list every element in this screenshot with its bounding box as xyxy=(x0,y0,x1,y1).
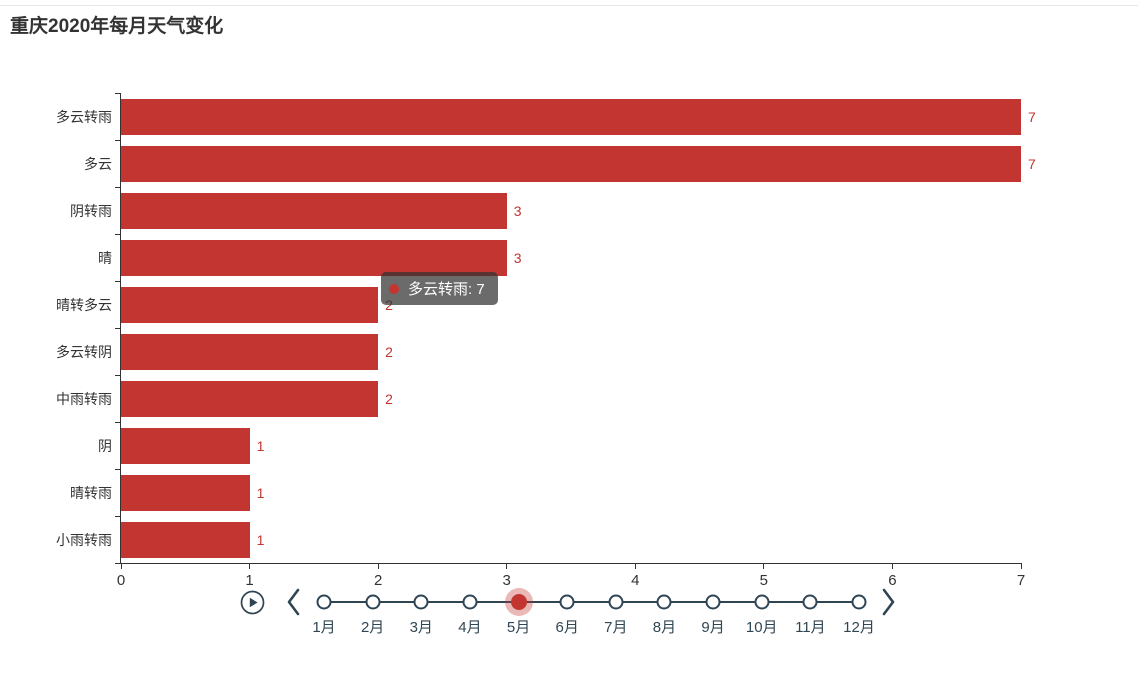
play-button[interactable] xyxy=(238,588,266,616)
value-label: 1 xyxy=(256,484,265,501)
y-axis-tick xyxy=(115,563,121,564)
x-axis-line xyxy=(120,563,1021,564)
timeline-dot[interactable] xyxy=(462,594,478,610)
bar[interactable] xyxy=(121,380,379,417)
x-axis-label: 7 xyxy=(1016,572,1026,589)
timeline-dot[interactable] xyxy=(754,594,770,610)
x-axis-tick xyxy=(634,563,636,569)
timeline-track xyxy=(324,601,859,603)
chevron-right-icon xyxy=(882,588,895,616)
bar[interactable] xyxy=(121,145,1021,182)
timeline-dot[interactable] xyxy=(802,594,818,610)
y-axis-tick xyxy=(115,281,121,282)
y-axis-label: 阴转雨 xyxy=(70,202,112,219)
y-axis-label: 阴 xyxy=(98,437,112,454)
timeline-month-label[interactable]: 6月 xyxy=(555,619,579,636)
timeline-month-label[interactable]: 1月 xyxy=(312,619,336,636)
y-axis-label: 多云转阴 xyxy=(56,343,112,360)
timeline-month-label[interactable]: 12月 xyxy=(843,619,875,636)
y-axis-label: 晴转多云 xyxy=(56,296,112,313)
y-axis-tick xyxy=(115,93,121,94)
x-axis-tick xyxy=(506,563,508,569)
bar[interactable] xyxy=(121,192,507,229)
y-axis-tick xyxy=(115,187,121,188)
x-axis-tick xyxy=(1020,563,1022,569)
y-axis-tick xyxy=(115,516,121,517)
x-axis-label: 0 xyxy=(116,572,126,589)
y-axis-tick xyxy=(115,469,121,470)
timeline: 1月 2月 3月 4月 5月 6月 7月 8月 9月 10月 11月 12月 xyxy=(0,575,1138,655)
value-label: 7 xyxy=(1028,155,1036,172)
timeline-dot[interactable] xyxy=(559,594,575,610)
next-button[interactable] xyxy=(877,586,899,618)
bar[interactable] xyxy=(121,474,250,511)
x-axis-label: 6 xyxy=(888,572,897,589)
timeline-dot[interactable] xyxy=(413,594,429,610)
timeline-dot[interactable] xyxy=(608,594,624,610)
x-axis-tick xyxy=(377,563,379,569)
chart-title: 重庆2020年每月天气变化 xyxy=(10,16,224,37)
y-axis-label: 晴 xyxy=(98,249,112,266)
y-axis-tick xyxy=(115,422,121,423)
y-axis-label: 小雨转雨 xyxy=(56,531,112,548)
x-axis-tick xyxy=(763,563,765,569)
prev-button[interactable] xyxy=(283,586,305,618)
top-divider xyxy=(0,5,1138,6)
timeline-dot[interactable] xyxy=(851,594,867,610)
x-axis-tick xyxy=(249,563,251,569)
timeline-month-label[interactable]: 10月 xyxy=(745,619,778,636)
play-icon xyxy=(240,590,264,614)
y-axis-label: 晴转雨 xyxy=(70,484,112,501)
value-label: 3 xyxy=(513,202,522,219)
timeline-dot-selected[interactable] xyxy=(510,594,527,610)
value-label: 2 xyxy=(385,343,393,360)
x-axis-label: 3 xyxy=(502,572,511,589)
value-label: 3 xyxy=(513,249,522,266)
x-axis-tick xyxy=(891,563,893,569)
bar[interactable] xyxy=(121,333,379,370)
timeline-month-label[interactable]: 9月 xyxy=(701,619,725,636)
timeline-month-label[interactable]: 2月 xyxy=(360,619,385,636)
y-axis-label: 中雨转雨 xyxy=(56,390,112,407)
bar[interactable] xyxy=(121,427,250,464)
value-label: 1 xyxy=(256,437,265,454)
plot-area: 773322211101234567 xyxy=(115,93,1036,589)
series-dot-icon xyxy=(389,283,399,294)
y-axis-tick xyxy=(115,375,121,376)
x-axis-tick xyxy=(120,563,122,569)
value-label: 7 xyxy=(1028,108,1036,125)
timeline-month-label[interactable]: 4月 xyxy=(458,619,482,636)
x-axis-label: 2 xyxy=(373,572,383,589)
value-label: 1 xyxy=(256,531,265,548)
bar[interactable] xyxy=(121,239,507,276)
tooltip: 多云转雨: 7 xyxy=(381,272,498,305)
timeline-month-label[interactable]: 11月 xyxy=(795,619,826,636)
y-axis-tick xyxy=(115,234,121,235)
timeline-dot[interactable] xyxy=(365,594,381,610)
y-axis-tick xyxy=(115,140,121,141)
timeline-month-label[interactable]: 8月 xyxy=(652,619,677,636)
x-axis-label: 5 xyxy=(759,572,769,589)
bar[interactable] xyxy=(121,286,379,323)
chevron-left-icon xyxy=(287,588,300,616)
timeline-dot[interactable] xyxy=(656,594,672,610)
x-axis-label: 4 xyxy=(631,572,640,589)
bar[interactable] xyxy=(121,521,250,558)
y-axis-label: 多云 xyxy=(84,155,112,172)
timeline-month-label[interactable]: 3月 xyxy=(409,619,433,636)
timeline-dot[interactable] xyxy=(316,594,332,610)
y-axis-labels: 多云转雨多云阴转雨晴晴转多云多云转阴中雨转雨阴晴转雨小雨转雨 xyxy=(0,93,112,563)
y-axis-label: 多云转雨 xyxy=(56,108,112,125)
y-axis-tick xyxy=(115,328,121,329)
timeline-month-label[interactable]: 7月 xyxy=(604,619,628,636)
timeline-month-label[interactable]: 5月 xyxy=(506,619,531,636)
x-axis-label: 1 xyxy=(245,572,254,589)
timeline-dot[interactable] xyxy=(705,594,721,610)
value-label: 2 xyxy=(385,390,393,407)
bar[interactable] xyxy=(121,98,1021,135)
tooltip-text: 多云转雨: 7 xyxy=(408,281,485,298)
